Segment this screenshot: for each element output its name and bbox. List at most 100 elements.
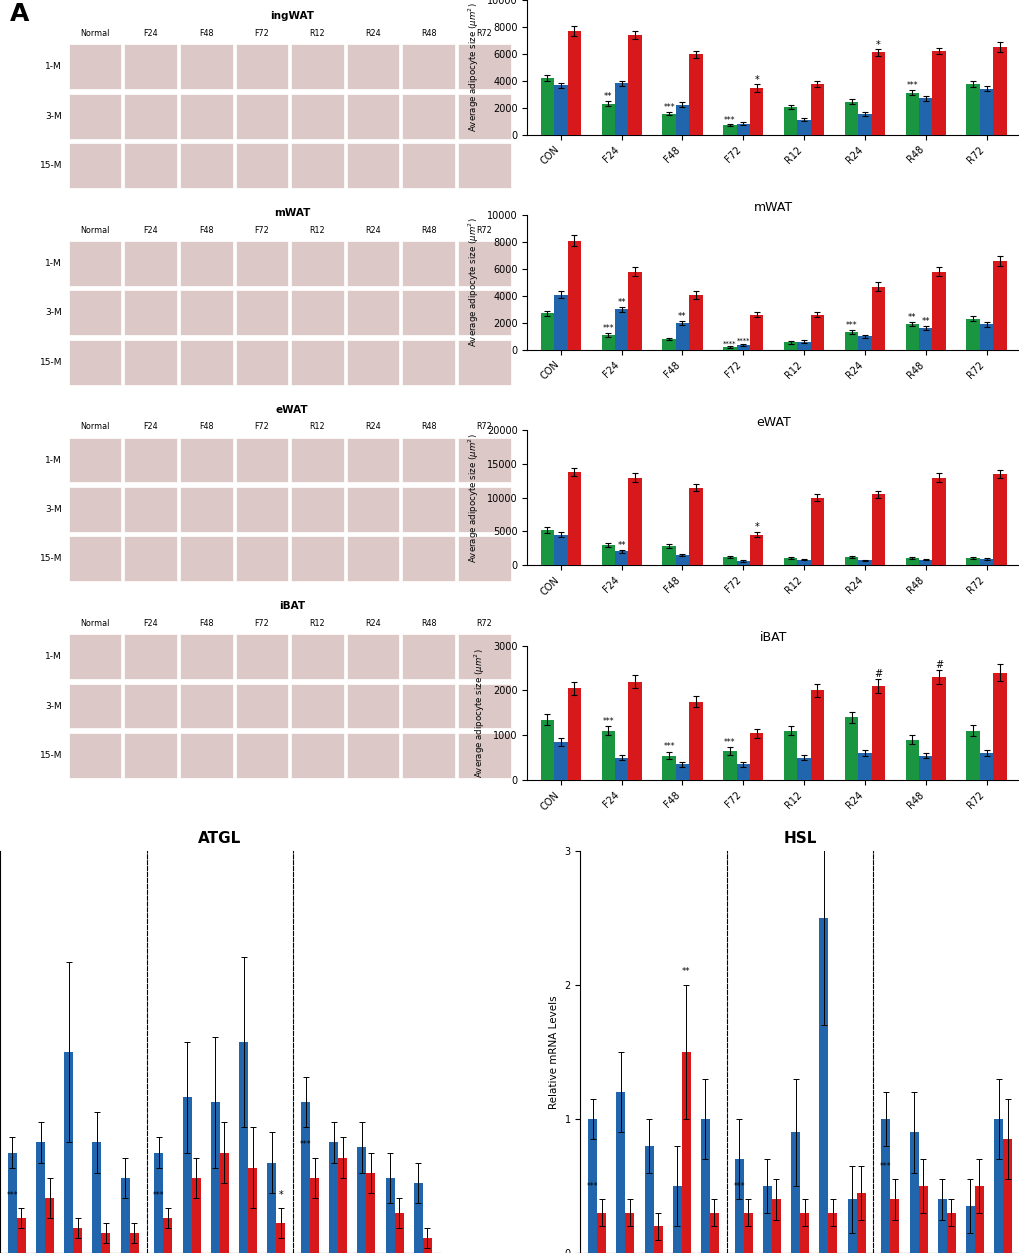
Text: R24: R24 [365,422,380,431]
Bar [17,1218,25,1253]
Text: R12: R12 [310,422,325,431]
Bar [553,85,567,134]
Bar [458,536,511,581]
Text: R72: R72 [476,226,492,234]
Bar [676,555,689,565]
Bar [403,487,454,531]
Bar [994,1119,1002,1253]
Bar [810,690,823,781]
Bar [918,328,931,350]
Text: ***: *** [602,717,613,725]
Bar [722,556,736,565]
Bar [235,291,287,336]
Bar [179,44,232,89]
Bar [68,733,121,778]
Bar [540,530,553,565]
Bar [291,94,343,139]
Text: R48: R48 [421,422,436,431]
Text: F24: F24 [144,226,158,234]
Text: ***: *** [879,1162,891,1170]
Bar [124,634,176,679]
Bar [931,51,945,134]
Text: F72: F72 [255,226,269,234]
Bar [614,84,628,134]
Text: 15-M: 15-M [40,358,62,367]
Bar [905,559,918,565]
Title: eWAT: eWAT [755,416,791,430]
Bar [856,1193,865,1253]
Bar [749,88,762,134]
Bar [8,1153,17,1253]
Bar [966,558,979,565]
Bar [979,753,993,781]
Bar [458,733,511,778]
Bar [601,335,614,350]
Bar [120,1178,129,1253]
Bar [871,495,884,565]
Bar [235,143,287,188]
Bar [905,93,918,134]
Text: ***: *** [300,1140,311,1149]
Bar [179,487,232,531]
Bar [403,437,454,482]
Bar [601,545,614,565]
Text: R12: R12 [310,29,325,38]
Bar [124,487,176,531]
Bar [182,1098,192,1253]
Bar [179,94,232,139]
Bar [238,1042,248,1253]
Y-axis label: Average adipocyte size ($\mu m^2$): Average adipocyte size ($\mu m^2$) [467,218,481,347]
Bar [291,437,343,482]
Bar [235,487,287,531]
Bar [346,291,398,336]
Bar [540,719,553,781]
Bar [291,44,343,89]
Bar [403,143,454,188]
Text: ***: *** [723,115,735,125]
Bar [797,758,810,781]
Bar [673,1187,681,1253]
Text: R72: R72 [476,619,492,628]
Bar [291,733,343,778]
Bar [993,261,1006,350]
Bar [974,1187,983,1253]
Bar [567,688,580,781]
Bar [458,684,511,728]
Text: F24: F24 [144,29,158,38]
Text: 15-M: 15-M [40,554,62,564]
Text: 3-M: 3-M [45,308,62,317]
Text: Normal: Normal [81,619,110,628]
Text: R12: R12 [310,619,325,628]
Text: R48: R48 [421,29,436,38]
Text: F48: F48 [199,226,213,234]
Text: **: ** [616,298,626,307]
Bar [346,536,398,581]
Bar [235,241,287,286]
Bar [248,1168,257,1253]
Text: R72: R72 [476,422,492,431]
Bar [661,114,676,134]
Text: 1-M: 1-M [45,63,62,71]
Text: #: # [873,669,881,679]
Bar [844,332,857,350]
Bar [653,1227,662,1253]
Bar [403,44,454,89]
Bar [890,1199,899,1253]
Bar [588,1119,597,1253]
Text: ***: *** [586,1182,598,1190]
Text: **: ** [678,312,686,321]
Title: HSL: HSL [783,831,816,846]
Bar [124,291,176,336]
Text: 15-M: 15-M [40,751,62,761]
Bar [905,325,918,350]
Bar [979,559,993,565]
Text: **: ** [920,317,929,326]
Bar [676,764,689,781]
Text: ***: *** [733,1182,744,1190]
Bar [553,535,567,565]
Text: *: * [278,1190,283,1199]
Bar [734,1159,743,1253]
Bar [871,685,884,781]
Bar [676,323,689,350]
Text: **: ** [616,541,626,550]
